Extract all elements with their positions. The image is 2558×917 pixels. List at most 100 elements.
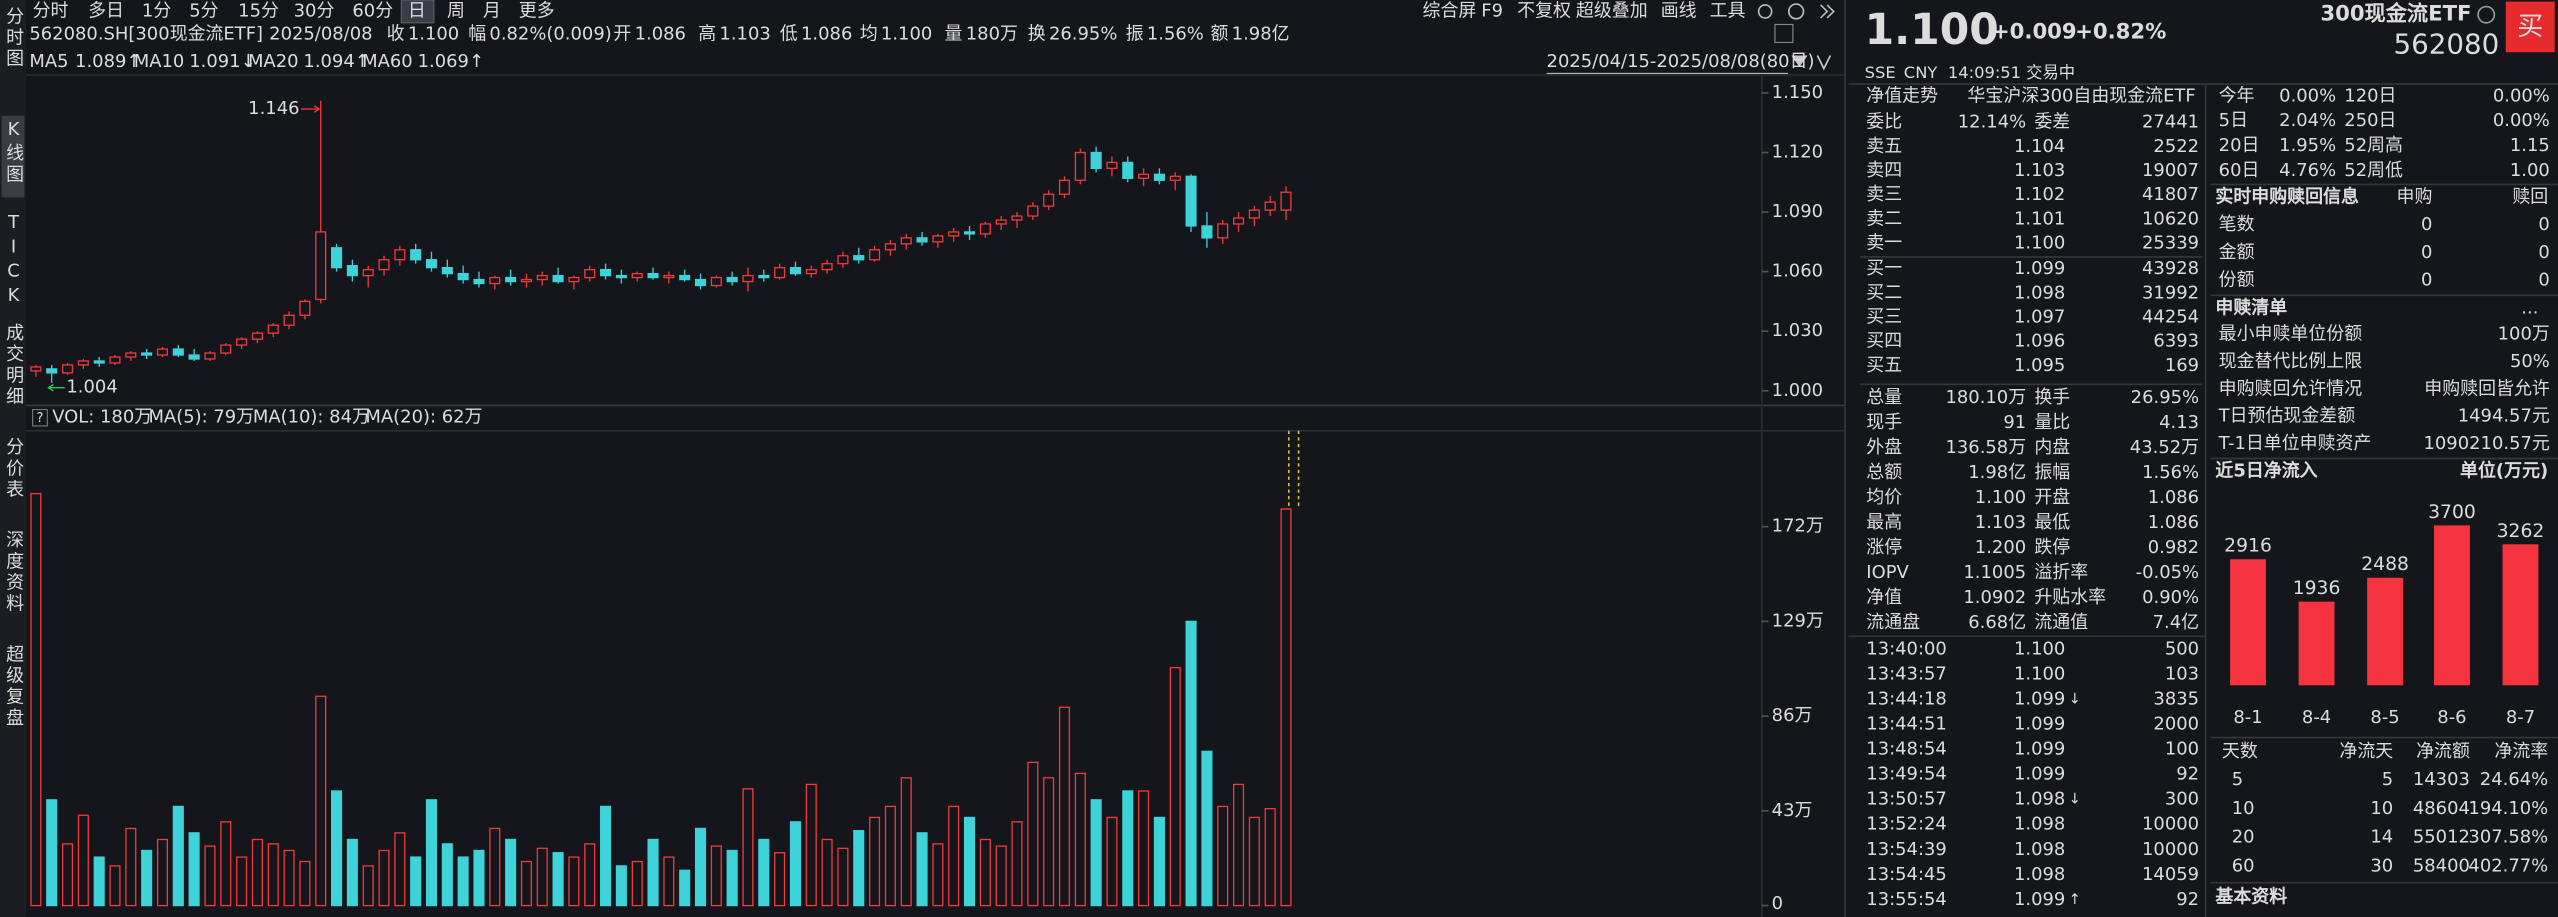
perf-value: 4.76% bbox=[2279, 160, 2336, 181]
y-tick-label: 129万 bbox=[1772, 610, 1824, 631]
candle-body bbox=[283, 314, 295, 326]
period-tab[interactable]: 周 bbox=[447, 0, 465, 21]
volume-bar bbox=[1074, 772, 1086, 907]
volume-bar bbox=[568, 856, 580, 907]
period-tab[interactable]: 30分 bbox=[294, 0, 335, 21]
table-cell: 58400 bbox=[2413, 856, 2470, 877]
help-box[interactable] bbox=[32, 408, 48, 427]
side-tab[interactable]: K线图 bbox=[3, 119, 24, 186]
volume-bar bbox=[156, 838, 169, 907]
candle-body bbox=[220, 344, 232, 354]
period-tab[interactable]: 15分 bbox=[238, 0, 279, 21]
info-icon[interactable] bbox=[2477, 5, 2496, 24]
period-tab[interactable]: 多日 bbox=[88, 0, 124, 21]
book-price: 1.097 bbox=[2014, 307, 2065, 328]
side-tab[interactable]: 深度资料 bbox=[3, 530, 24, 615]
candle-body bbox=[520, 278, 532, 283]
sidebar-selected bbox=[1, 115, 25, 198]
tool-button[interactable]: 画线 bbox=[1661, 0, 1697, 21]
tool-button[interactable]: 综合屏 bbox=[1423, 0, 1477, 21]
candle-body bbox=[631, 272, 643, 279]
candle-body bbox=[853, 255, 865, 261]
volume-bar bbox=[1264, 807, 1276, 907]
period-tab[interactable]: 更多 bbox=[519, 0, 555, 21]
volume-bar bbox=[378, 849, 390, 907]
y-tick-label: 1.090 bbox=[1772, 201, 1823, 222]
volume-bar bbox=[963, 816, 976, 907]
trade-price: 1.100 bbox=[2014, 663, 2065, 684]
side-tab[interactable]: 成交明细 bbox=[3, 323, 24, 408]
candle-body bbox=[1043, 193, 1055, 207]
book-label: 买三 bbox=[1866, 307, 1902, 328]
table-cell: 10 bbox=[2232, 798, 2255, 819]
info-label: 幅 bbox=[468, 23, 486, 44]
trade-arrow: ↑ bbox=[2069, 891, 2081, 908]
period-tab[interactable]: 5分 bbox=[189, 0, 218, 21]
side-tab[interactable]: TICK bbox=[3, 212, 24, 309]
date-range[interactable]: 2025/04/15-2025/08/08(80日) bbox=[1547, 51, 1815, 72]
candle-body bbox=[489, 276, 501, 285]
ratio-label: 委比 bbox=[1866, 111, 1902, 132]
perf-value: 1.15 bbox=[2510, 135, 2550, 156]
help-icon[interactable] bbox=[1787, 3, 1805, 20]
ratio-value: 12.14% bbox=[1958, 111, 2026, 132]
nav-label: 净值走势 bbox=[1866, 85, 1938, 106]
bar bbox=[2298, 601, 2335, 686]
volume-bar bbox=[220, 821, 232, 907]
perf-label: 250日 bbox=[2344, 110, 2396, 131]
candle-body bbox=[948, 231, 960, 237]
collapse-icon[interactable] bbox=[1820, 4, 1835, 19]
column-header: 净流天 bbox=[2339, 741, 2393, 762]
volume-bar bbox=[884, 805, 896, 907]
candle-body bbox=[346, 265, 358, 277]
trade-price: 1.098 bbox=[2014, 814, 2065, 835]
candle-body bbox=[1201, 225, 1213, 239]
fund-code: 562080 bbox=[2393, 28, 2499, 61]
help-icon[interactable]: ? bbox=[37, 411, 44, 426]
buy-label[interactable]: 买 bbox=[2517, 12, 2543, 42]
book-label: 买二 bbox=[1866, 282, 1902, 303]
wp-icon[interactable] bbox=[1774, 23, 1794, 43]
side-tab[interactable]: 超级复盘 bbox=[3, 644, 24, 729]
volume-bar bbox=[93, 856, 105, 907]
trade-time: 13:43:57 bbox=[1866, 663, 1947, 684]
table-cell: 5 bbox=[2382, 769, 2393, 790]
period-tab[interactable]: 分时 bbox=[33, 0, 69, 21]
ma-value: 1.094↑ bbox=[303, 51, 369, 72]
candle-body bbox=[552, 274, 564, 283]
book-volume: 25339 bbox=[2142, 232, 2199, 253]
more-button[interactable]: ... bbox=[2521, 297, 2538, 318]
table-cell: 10 bbox=[2370, 798, 2393, 819]
period-tab[interactable]: 60分 bbox=[352, 0, 393, 21]
volume-header: MA(5): 79万 bbox=[148, 407, 254, 428]
candle-body bbox=[615, 274, 627, 279]
candle-body bbox=[694, 278, 707, 287]
volume-bar bbox=[125, 827, 137, 907]
stat-label: 内盘 bbox=[2034, 437, 2070, 458]
candle-body bbox=[884, 243, 896, 251]
period-tab[interactable]: 月 bbox=[483, 0, 501, 21]
volume-bar bbox=[1217, 805, 1229, 907]
range-dropdown[interactable] bbox=[1791, 55, 1808, 67]
period-tab[interactable]: 1分 bbox=[142, 0, 171, 21]
settings-icon[interactable] bbox=[1757, 4, 1773, 19]
tool-button[interactable]: 不复权 bbox=[1517, 0, 1571, 21]
book-price: 1.104 bbox=[2014, 136, 2065, 157]
trade-price: 1.100 bbox=[2014, 638, 2065, 659]
candle-body bbox=[1280, 191, 1292, 211]
buy-button[interactable] bbox=[2505, 1, 2555, 53]
side-tab[interactable]: 分价表 bbox=[3, 437, 24, 501]
trade-time: 13:49:54 bbox=[1866, 764, 1947, 785]
period-tab[interactable]: 日 bbox=[408, 0, 426, 21]
candle-body bbox=[1185, 175, 1197, 227]
range-expand[interactable] bbox=[1816, 55, 1832, 71]
ma-label: MA10 bbox=[134, 51, 185, 72]
tool-button[interactable]: 工具 bbox=[1710, 0, 1746, 21]
candle-body bbox=[236, 338, 248, 346]
tool-button[interactable]: 超级叠加 bbox=[1576, 0, 1648, 21]
tool-button[interactable]: F9 bbox=[1481, 0, 1503, 21]
candle-body bbox=[299, 300, 311, 316]
table-cell: 402.77% bbox=[2468, 856, 2548, 877]
side-tab[interactable]: 分时图 bbox=[3, 6, 24, 70]
bar-value-label: 1936 bbox=[2293, 578, 2341, 599]
